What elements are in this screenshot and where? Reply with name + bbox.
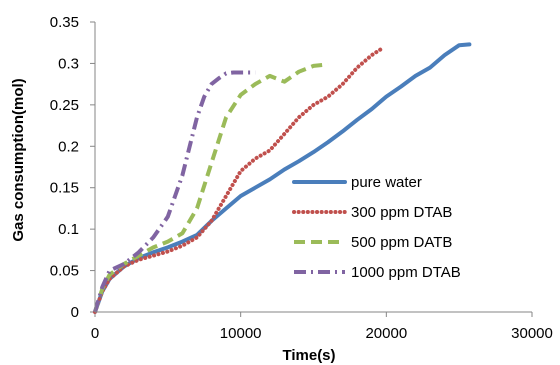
y-axis-title: Gas consumption(mol) (10, 78, 27, 241)
y-tick-label: 0 (71, 304, 79, 321)
legend: pure water 300 ppm DTAB 500 ppm DATB 1000 p… (292, 174, 461, 281)
x-tick-label: 10000 (220, 325, 262, 342)
legend-label: 500 ppm DATB (351, 234, 452, 251)
x-tick-label: 30000 (511, 325, 553, 342)
x-tick-label: 20000 (365, 325, 407, 342)
legend-label: 300 ppm DTAB (351, 204, 452, 221)
series-line-4 (93, 70, 256, 313)
series-line-3 (93, 62, 329, 313)
y-tick-label: 0.15 (50, 180, 79, 197)
x-axis-title: Time(s) (282, 347, 335, 364)
series-line-2 (93, 46, 384, 314)
legend-label: 1000 ppm DTAB (351, 264, 461, 281)
legend-label: pure water (351, 174, 422, 191)
y-tick-label: 0.1 (58, 221, 79, 238)
y-tick-label: 0.35 (50, 14, 79, 31)
y-tick-label: 0.2 (58, 138, 79, 155)
y-tick-label: 0.3 (58, 55, 79, 72)
y-tick-label: 0.05 (50, 263, 79, 280)
x-tick-label: 0 (91, 325, 99, 342)
series-line-1 (93, 42, 472, 314)
y-tick-label: 0.25 (50, 97, 79, 114)
